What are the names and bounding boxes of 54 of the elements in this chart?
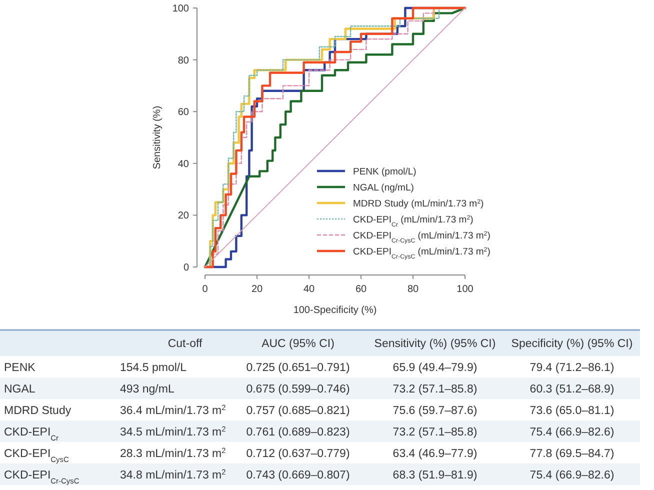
x-tick-label: 100 xyxy=(456,284,474,295)
x-tick-label: 0 xyxy=(202,284,208,295)
text: 154.5 pmol/L xyxy=(120,362,188,374)
text: 77.8 (69.5–84.7) xyxy=(530,448,614,460)
text: 34.8 mL/min/1.73 m$^{2}$ xyxy=(120,466,226,482)
text: 65.9 (49.4–79.9) xyxy=(392,362,478,374)
text: 75.6 (59.7–87.6) xyxy=(392,404,478,417)
text: 493 ng/mL xyxy=(120,383,175,396)
text: 0.725 (0.651–0.791) xyxy=(246,362,350,374)
y-tick-label: 20 xyxy=(178,210,190,222)
text: NGAL xyxy=(4,383,36,396)
text: Specificity (%) (95% CI) xyxy=(511,338,633,350)
y-axis-title: Sensitivity (%) xyxy=(152,106,163,170)
text: 79.4 (71.2–86.1) xyxy=(530,362,614,374)
text: MDRD Study xyxy=(4,404,72,417)
legend-label: NGAL (ng/mL) xyxy=(353,182,414,194)
legend-label: CKD-EPI$_{Cr-CysC}$ (mL/min/1.73 m$^{2}$) xyxy=(353,246,490,260)
text: 73.2 (57.1–85.8) xyxy=(392,426,478,438)
text: 0.761 (0.689–0.823) xyxy=(246,426,350,438)
text: 0.675 (0.599–0.746) xyxy=(246,383,350,396)
text: PENK xyxy=(4,362,36,374)
text: 73.6 (65.0–81.1) xyxy=(530,404,614,417)
y-tick-label: 80 xyxy=(178,55,190,66)
text: 0.712 (0.637–0.779) xyxy=(246,448,350,460)
text: Sensitivity (%) (95% CI) xyxy=(374,338,496,350)
text: 28.3 mL/min/1.73 m$^{2}$ xyxy=(120,445,226,460)
x-tick-label: 20 xyxy=(251,284,263,295)
text: 60.3 (51.2–68.9) xyxy=(530,383,614,396)
text: AUC (95% CI) xyxy=(262,338,335,350)
text: CKD-EPI$_{Cr-CysC}$ xyxy=(4,469,80,485)
text: 75.4 (66.9–82.6) xyxy=(530,426,614,438)
text: 68.3 (51.9–81.9) xyxy=(392,469,478,482)
legend-label: MDRD Study (mL/min/1.73 m$^{2}$) xyxy=(353,198,484,210)
y-tick-label: 100 xyxy=(172,4,190,14)
text: 0.757 (0.685–0.821) xyxy=(246,404,350,417)
text: 0.743 (0.669–0.807) xyxy=(246,469,350,482)
x-tick-label: 80 xyxy=(407,284,419,295)
text: 34.5 mL/min/1.73 m$^{2}$ xyxy=(120,424,226,438)
text: CKD-EPI$_{Cr}$ xyxy=(4,426,60,442)
legend-label: PENK (pmol/L) xyxy=(353,166,416,178)
text: Cut-off xyxy=(168,338,203,350)
legend-label: CKD-EPI$_{Cr-CysC}$ (mL/min/1.73 m$^{2}$) xyxy=(353,230,490,244)
x-tick-label: 60 xyxy=(355,284,367,295)
y-tick-label: 0 xyxy=(183,262,190,274)
legend-label: CKD-EPI$_{Cr}$ (mL/min/1.73 m$^{2}$) xyxy=(353,214,474,228)
text: 73.2 (57.1–85.8) xyxy=(392,383,478,396)
x-axis-title: 100-Specificity (%) xyxy=(293,305,377,316)
text: 75.4 (66.9–82.6) xyxy=(530,469,614,482)
y-tick-label: 40 xyxy=(178,158,190,170)
text: 63.4 (46.9–77.9) xyxy=(392,448,478,460)
y-tick-label: 60 xyxy=(178,107,190,118)
text: CKD-EPI$_{CysC}$ xyxy=(4,448,70,464)
text: 36.4 mL/min/1.73 m$^{2}$ xyxy=(120,402,226,417)
x-tick-label: 40 xyxy=(303,284,315,295)
